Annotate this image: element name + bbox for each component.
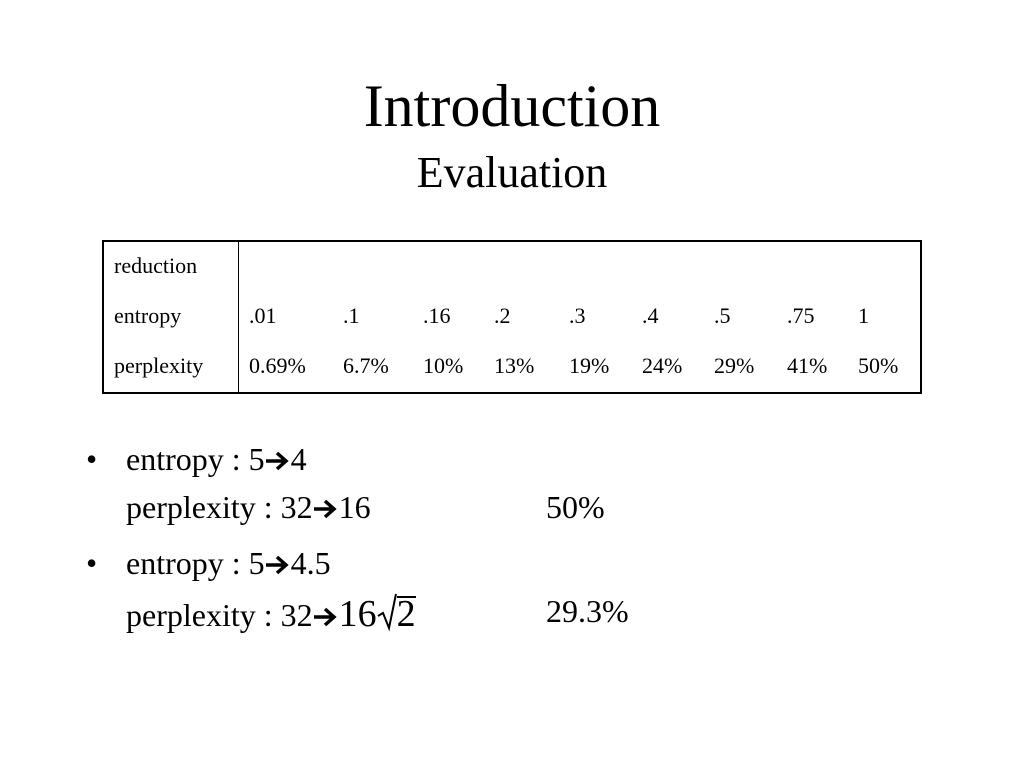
table-cell: .4 <box>642 303 659 328</box>
result: 50% <box>546 489 605 525</box>
math-text: 2 <box>396 593 416 635</box>
text: 4 <box>290 441 307 477</box>
table-cell: 13% <box>494 353 535 378</box>
table-cell: 6.7% <box>343 353 389 378</box>
table-cell: .75 <box>787 303 815 328</box>
table-cell: .5 <box>714 303 731 328</box>
arrow-icon <box>313 499 337 519</box>
row-label: perplexity <box>114 353 204 378</box>
bullet-marker: • <box>86 545 98 581</box>
table-cell: 0.69% <box>249 353 306 378</box>
table-divider <box>238 242 239 392</box>
slide-title: Introduction <box>363 73 661 139</box>
table-cell: .1 <box>343 303 360 328</box>
bullet-marker: • <box>86 441 98 477</box>
table-cell: 24% <box>642 353 683 378</box>
slide-subtitle: Evaluation <box>416 148 608 197</box>
bullet-line: entropy : 5 4.5 <box>126 544 331 582</box>
table-cell: 19% <box>569 353 610 378</box>
bullet-line: entropy : 5 4 <box>126 440 307 478</box>
bullet-line: perplexity : 32 16 <box>126 488 371 526</box>
table-cell: 1 <box>858 303 869 328</box>
table-cell: .01 <box>249 303 277 328</box>
radical-sign <box>377 593 397 632</box>
arrow-icon <box>265 555 289 575</box>
text: perplexity : 32 <box>126 597 313 633</box>
row-label: reduction <box>114 253 198 278</box>
table-cell: 41% <box>787 353 828 378</box>
bullet-line: perplexity : 32 16 2 <box>126 592 416 634</box>
result: 29.3% <box>546 593 629 629</box>
text: 4.5 <box>290 545 331 581</box>
text: 16 <box>338 489 371 525</box>
arrow-icon <box>265 451 289 471</box>
table-cell: .3 <box>569 303 586 328</box>
math-text: 16 <box>338 593 377 635</box>
arrow-icon <box>313 607 337 627</box>
text: entropy : 5 <box>126 545 265 581</box>
text: entropy : 5 <box>126 441 265 477</box>
table-frame <box>102 240 922 394</box>
table-cell: .2 <box>494 303 511 328</box>
row-label: entropy <box>114 303 182 328</box>
table-cell: 50% <box>858 353 899 378</box>
table-cell: 29% <box>714 353 755 378</box>
table-cell: 10% <box>423 353 464 378</box>
text: perplexity : 32 <box>126 489 313 525</box>
table-cell: .16 <box>423 303 451 328</box>
